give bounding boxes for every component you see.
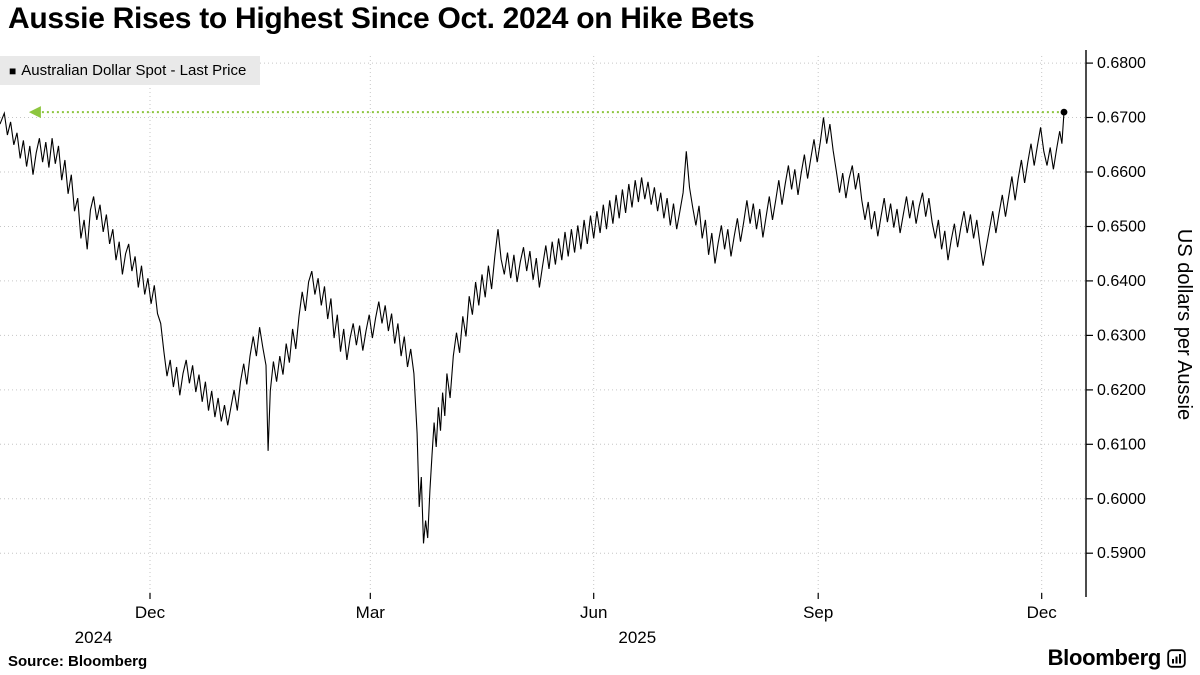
price-line <box>0 111 1065 544</box>
legend-series-label: Australian Dollar Spot - Last Price <box>21 62 247 79</box>
reference-arrow-icon <box>28 106 41 119</box>
x-tick-label: Mar <box>356 603 386 622</box>
last-price-marker <box>1060 108 1068 116</box>
y-tick-label: 0.6600 <box>1097 164 1146 181</box>
page-title: Aussie Rises to Highest Since Oct. 2024 … <box>8 2 755 35</box>
legend: ■ Australian Dollar Spot - Last Price <box>0 56 261 85</box>
bloomberg-terminal-icon <box>1167 648 1186 668</box>
bloomberg-logo-text: Bloomberg <box>1047 645 1162 670</box>
y-tick-label: 0.6200 <box>1097 382 1146 399</box>
bloomberg-logo: Bloomberg <box>1048 645 1186 671</box>
y-tick-label: 0.5900 <box>1097 545 1146 562</box>
year-label: 2024 <box>75 628 113 647</box>
y-tick-label: 0.6300 <box>1097 327 1146 344</box>
y-tick-label: 0.6800 <box>1097 55 1146 72</box>
x-tick-label: Dec <box>1027 603 1058 622</box>
year-label: 2025 <box>618 628 656 647</box>
y-tick-label: 0.6400 <box>1097 273 1146 290</box>
x-tick-label: Sep <box>803 603 833 622</box>
x-tick-label: Dec <box>135 603 166 622</box>
legend-series-marker-icon: ■ <box>9 63 17 78</box>
source-label: Source: Bloomberg <box>8 653 148 670</box>
y-tick-label: 0.6700 <box>1097 110 1146 127</box>
x-tick-label: Jun <box>580 603 607 622</box>
y-tick-label: 0.6000 <box>1097 491 1146 508</box>
chart-svg: 0.6800 0.6700 0.6600 0.6500 0.6400 0.6300 0.62… <box>0 50 1195 647</box>
y-tick-label: 0.6100 <box>1097 436 1146 453</box>
y-tick-label: 0.6500 <box>1097 219 1146 236</box>
y-axis-title: US dollars per Aussie <box>1173 229 1195 420</box>
